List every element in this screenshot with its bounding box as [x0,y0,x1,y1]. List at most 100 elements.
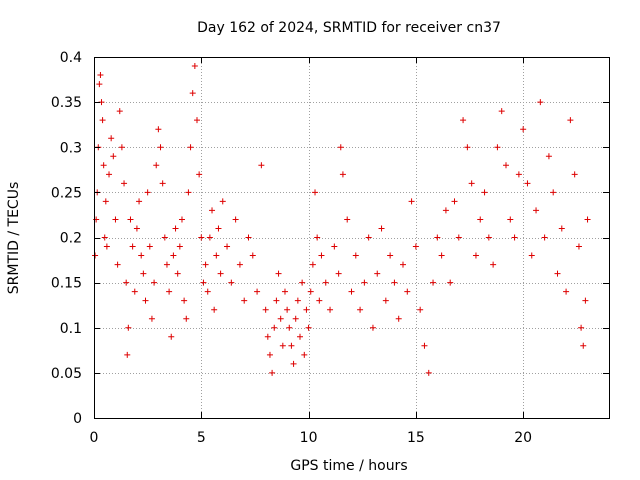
y-tick-label: 0.3 [60,140,82,156]
data-point [307,288,314,295]
y-tick-label: 0 [73,411,82,427]
data-point [118,144,125,151]
data-point [106,171,113,178]
data-point [563,288,570,295]
data-point [99,117,106,124]
data-point [498,108,505,115]
data-point [507,216,514,223]
data-point [157,144,164,151]
data-point [196,171,203,178]
data-point [166,288,173,295]
data-point [442,207,449,214]
data-point [327,306,334,313]
data-point [550,189,557,196]
data-point [140,270,147,277]
data-point [213,252,220,259]
data-point [181,297,188,304]
data-point [316,297,323,304]
data-point [447,279,454,286]
data-point [183,315,190,322]
data-point [129,243,136,250]
data-point [219,198,226,205]
data-point [215,225,222,232]
data-point [100,162,107,169]
data-point [224,243,231,250]
data-point [153,162,160,169]
data-point [191,63,198,70]
data-point [382,297,389,304]
data-point [127,216,134,223]
data-point [273,297,280,304]
data-point [189,90,196,97]
data-point [176,243,183,250]
data-point [148,315,155,322]
data-point [284,306,291,313]
data-point [464,144,471,151]
y-tick-label: 0.35 [51,95,82,111]
data-point [97,72,104,79]
data-point [533,207,540,214]
data-point [344,216,351,223]
data-point [125,324,132,331]
x-axis-label: GPS time / hours [290,458,407,474]
data-point [378,225,385,232]
data-point [434,234,441,241]
data-point [305,324,312,331]
data-point [116,108,123,115]
x-tick-label: 10 [300,430,318,446]
data-point [168,333,175,340]
data-point [301,351,308,358]
data-point [395,315,402,322]
data-point [417,306,424,313]
data-point [217,270,224,277]
data-point [584,216,591,223]
data-point [322,279,329,286]
axis-ticks [94,57,609,419]
data-point [204,288,211,295]
data-point [357,306,364,313]
data-point [387,252,394,259]
data-point [511,234,518,241]
data-point [198,234,205,241]
data-point [241,297,248,304]
data-point [468,180,475,187]
data-point [571,171,578,178]
data-point [352,252,359,259]
data-point [490,261,497,268]
data-point [146,243,153,250]
data-point [481,189,488,196]
data-point [228,279,235,286]
data-point [144,189,151,196]
data-point [133,225,140,232]
data-point [400,261,406,268]
data-point [580,342,587,349]
data-point [361,279,368,286]
data-point [112,216,119,223]
x-tick-label: 15 [407,430,425,446]
data-point [249,252,256,259]
data-point [567,117,574,124]
data-point [477,216,484,223]
data-point [339,171,346,178]
data-point [472,252,479,259]
data-point [245,234,252,241]
x-tick-label: 20 [514,430,532,446]
data-point [309,261,316,268]
data-point [365,234,372,241]
data-point [314,234,321,241]
data-point [174,270,181,277]
data-point [151,279,158,286]
data-point [254,288,261,295]
data-point [202,261,209,268]
data-point [163,261,170,268]
data-point [575,243,582,250]
data-point [108,135,115,142]
data-point [288,342,295,349]
data-point [187,144,194,151]
y-tick-labels: 0 0.05 0.1 0.15 0.2 0.25 0.3 0.35 0.4 [51,50,82,427]
data-point [451,198,458,205]
data-point [294,297,301,304]
data-point [232,216,239,223]
data-point [194,117,200,124]
